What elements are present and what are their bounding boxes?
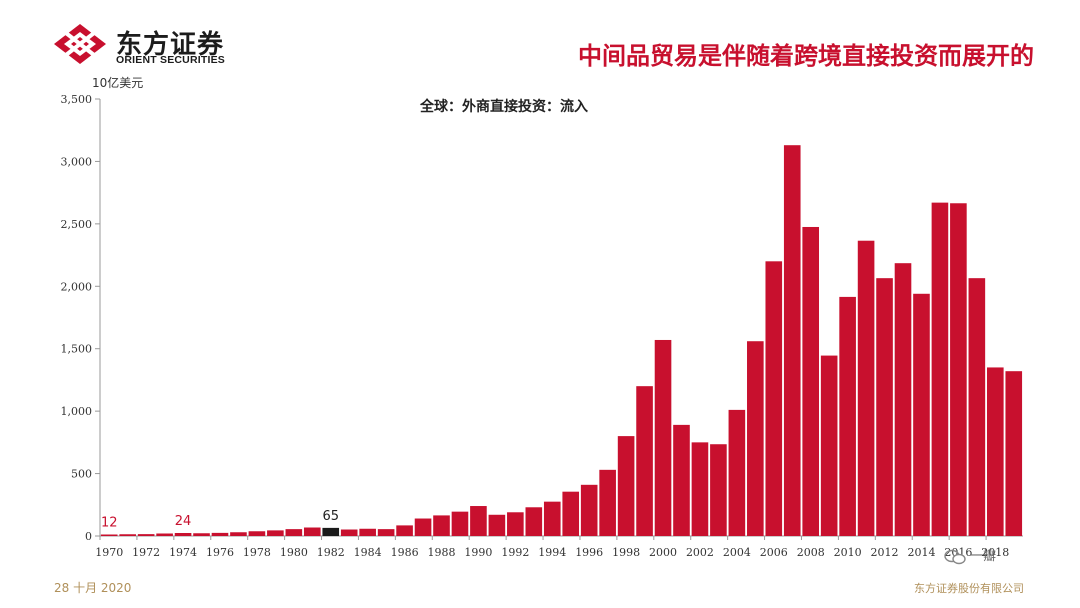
bar <box>359 528 376 536</box>
bar <box>894 263 912 536</box>
bar <box>100 534 118 536</box>
bar <box>617 436 635 536</box>
x-tick-label: 1974 <box>169 546 197 559</box>
bar <box>673 424 690 536</box>
y-tick-label: 3,500 <box>61 93 93 106</box>
bar <box>507 512 524 536</box>
logo: 东方证券 ORIENT SECURITIES <box>52 22 252 68</box>
x-tick-label: 1978 <box>243 546 271 559</box>
bar <box>1005 371 1023 536</box>
bar <box>876 278 893 536</box>
bar <box>396 525 413 536</box>
x-tick-label: 1970 <box>95 546 123 559</box>
bar <box>562 491 580 536</box>
bar <box>747 341 764 536</box>
bar <box>137 534 155 536</box>
y-tick-label: 0 <box>85 530 92 543</box>
bar <box>765 261 783 536</box>
x-tick-label: 1980 <box>280 546 308 559</box>
bar <box>340 529 358 536</box>
y-tick-label: 500 <box>71 468 92 481</box>
bar <box>488 514 506 536</box>
y-axis-unit: 10亿美元 <box>92 76 144 90</box>
bar <box>931 202 949 536</box>
bar <box>691 442 709 536</box>
y-tick-label: 2,500 <box>61 218 93 231</box>
x-tick-label: 2006 <box>760 546 788 559</box>
x-tick-label: 1996 <box>575 546 603 559</box>
x-tick-label: 1988 <box>428 546 456 559</box>
data-label: 24 <box>175 514 192 529</box>
x-tick-label: 1984 <box>354 546 382 559</box>
x-tick-label: 1998 <box>612 546 640 559</box>
x-tick-label: 2014 <box>907 546 935 559</box>
bar <box>156 533 173 536</box>
footer-company: 东方证券股份有限公司 <box>914 582 1024 595</box>
bar <box>950 203 967 536</box>
x-tick-label: 2010 <box>834 546 862 559</box>
x-tick-label: 1986 <box>391 546 419 559</box>
footer-date: 28 十月 2020 <box>54 581 132 595</box>
logo-text-cn: 东方证券 <box>116 30 225 60</box>
chart-title: 全球：外商直接投资：流入 <box>420 99 588 115</box>
bar <box>820 355 838 536</box>
bar <box>377 529 395 536</box>
bar <box>783 145 801 536</box>
x-tick-label: 2008 <box>797 546 825 559</box>
x-tick-label: 1972 <box>132 546 160 559</box>
x-tick-label: 1992 <box>501 546 529 559</box>
bar <box>710 444 727 536</box>
bar <box>599 469 616 536</box>
watermark: 一瓣 <box>944 545 996 565</box>
logo-mark-icon <box>54 24 106 64</box>
bar-highlight <box>322 527 340 536</box>
bar <box>174 533 192 536</box>
data-label-highlight: 65 <box>322 509 339 524</box>
x-tick-label: 2004 <box>723 546 751 559</box>
bar <box>433 515 450 536</box>
bar <box>857 240 875 536</box>
bar <box>414 518 432 536</box>
bar <box>470 506 487 536</box>
watermark-text: 一瓣 <box>970 549 997 564</box>
x-tick-label: 1976 <box>206 546 234 559</box>
bar <box>451 511 469 536</box>
y-tick-label: 3,000 <box>61 155 93 168</box>
bar <box>968 278 986 536</box>
x-tick-label: 2002 <box>686 546 714 559</box>
bar <box>580 484 598 536</box>
bar <box>728 409 746 536</box>
bar <box>248 531 266 536</box>
bar <box>543 501 561 536</box>
x-tick-label: 2018 <box>981 546 1009 559</box>
y-tick-label: 2,000 <box>61 280 93 293</box>
x-tick-label: 2000 <box>649 546 677 559</box>
bar <box>525 507 543 536</box>
bar <box>913 293 930 536</box>
bar <box>303 527 321 536</box>
bar <box>654 339 672 536</box>
slide-headline: 中间品贸易是伴随着跨境直接投资而展开的 <box>578 41 1034 70</box>
bar <box>211 532 229 536</box>
x-tick-label: 1982 <box>317 546 345 559</box>
x-tick-label: 1990 <box>464 546 492 559</box>
bar <box>193 533 210 536</box>
y-tick-label: 1,500 <box>61 343 93 356</box>
bar <box>230 532 247 536</box>
bar <box>802 226 820 537</box>
bar <box>267 530 284 536</box>
bar <box>839 296 856 536</box>
bar <box>285 529 303 536</box>
x-tick-label: 2012 <box>871 546 899 559</box>
y-tick-label: 1,000 <box>61 405 93 418</box>
logo-text-en: ORIENT SECURITIES <box>116 54 225 66</box>
x-tick-label: 1994 <box>538 546 566 559</box>
wechat-icon <box>944 549 966 564</box>
data-label: 12 <box>101 516 118 531</box>
bar <box>119 534 136 536</box>
bar <box>636 386 653 536</box>
bar <box>987 367 1004 536</box>
